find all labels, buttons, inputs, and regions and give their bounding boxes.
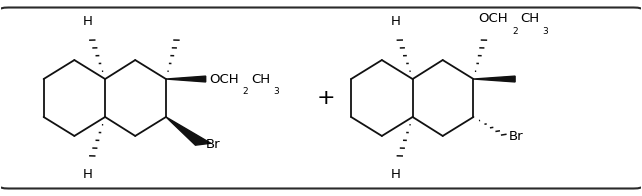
Text: CH: CH (520, 12, 539, 24)
Polygon shape (166, 117, 211, 145)
Polygon shape (166, 76, 205, 82)
FancyBboxPatch shape (0, 7, 642, 189)
Text: Br: Br (205, 138, 220, 151)
Text: H: H (390, 15, 400, 28)
Text: H: H (83, 15, 92, 28)
Text: 3: 3 (542, 27, 548, 36)
Text: 2: 2 (243, 87, 248, 96)
Polygon shape (473, 76, 515, 82)
Text: H: H (83, 168, 92, 181)
Text: 2: 2 (512, 27, 517, 36)
Text: CH: CH (251, 73, 270, 85)
Text: OCH: OCH (478, 12, 508, 24)
Text: 3: 3 (273, 87, 279, 96)
Text: H: H (390, 168, 400, 181)
Text: OCH: OCH (209, 73, 239, 85)
Text: Br: Br (508, 130, 523, 143)
Text: +: + (317, 88, 335, 108)
